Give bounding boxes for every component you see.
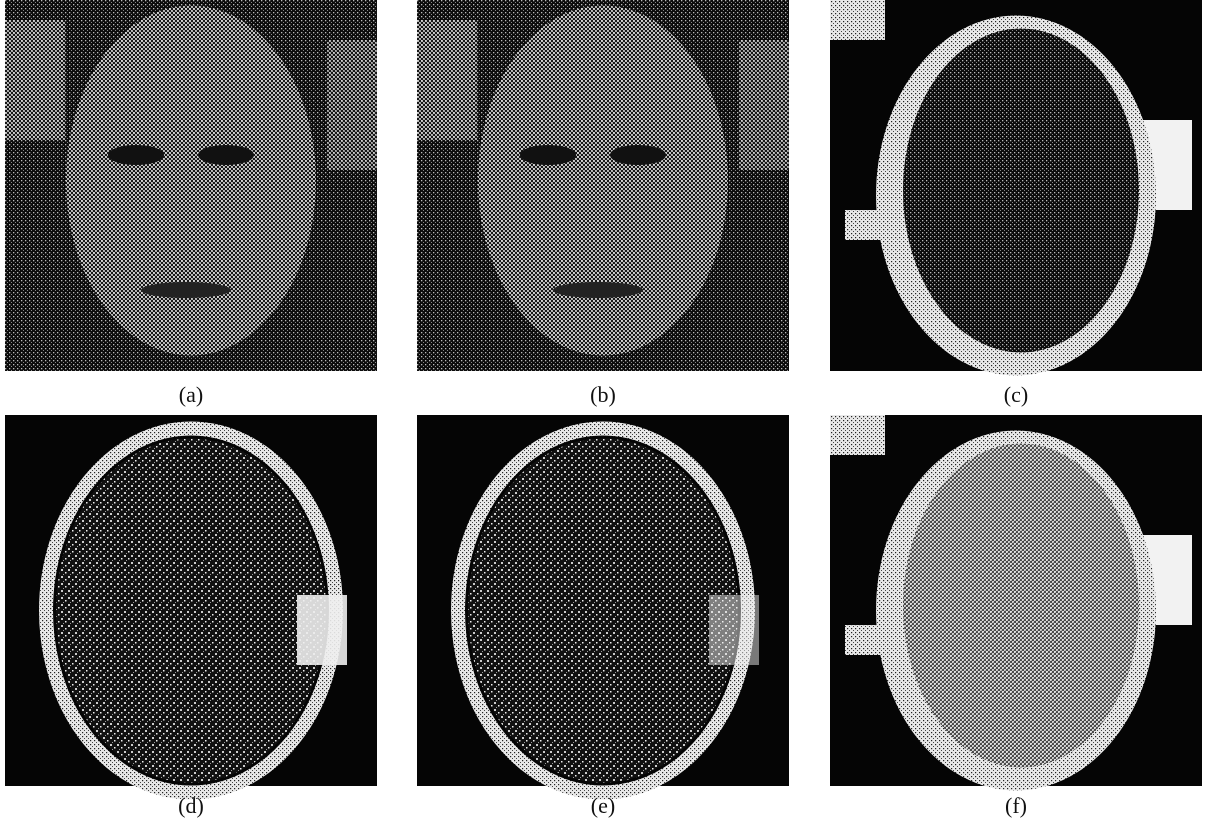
eye — [108, 145, 164, 165]
panel-caption: (f) — [1005, 793, 1027, 818]
backdrop-stripes — [327, 40, 377, 170]
image-panel — [417, 0, 789, 371]
panel-caption: (d) — [178, 793, 204, 818]
mouth — [141, 282, 231, 298]
backdrop-stripes — [417, 20, 477, 140]
face — [478, 6, 728, 356]
panel-caption: (a) — [179, 382, 203, 407]
face-interior — [903, 29, 1139, 353]
face-interior — [56, 439, 326, 783]
image-panel — [5, 0, 377, 371]
image-panel — [830, 0, 1202, 376]
face-interior — [468, 439, 738, 783]
blotch — [709, 595, 759, 665]
blotch — [830, 0, 885, 40]
image-panel — [5, 415, 377, 793]
eye — [610, 145, 666, 165]
image-panel — [417, 415, 789, 793]
blotch — [297, 595, 347, 665]
panel-caption: (b) — [590, 382, 616, 407]
mouth — [553, 282, 643, 298]
image-panel — [830, 415, 1202, 791]
eye — [520, 145, 576, 165]
face — [66, 6, 316, 356]
figure: (a) (b) (c) (d) (e) (f) — [0, 0, 1205, 825]
blotch — [830, 415, 885, 455]
face-interior — [903, 444, 1139, 768]
panel-caption: (c) — [1004, 382, 1028, 407]
panel-caption: (e) — [591, 793, 615, 818]
backdrop-stripes — [5, 20, 65, 140]
page: (a)(b)(c)(d)(e)(f) (() => { const data =… — [0, 0, 1205, 825]
backdrop-stripes — [739, 40, 789, 170]
eye — [198, 145, 254, 165]
